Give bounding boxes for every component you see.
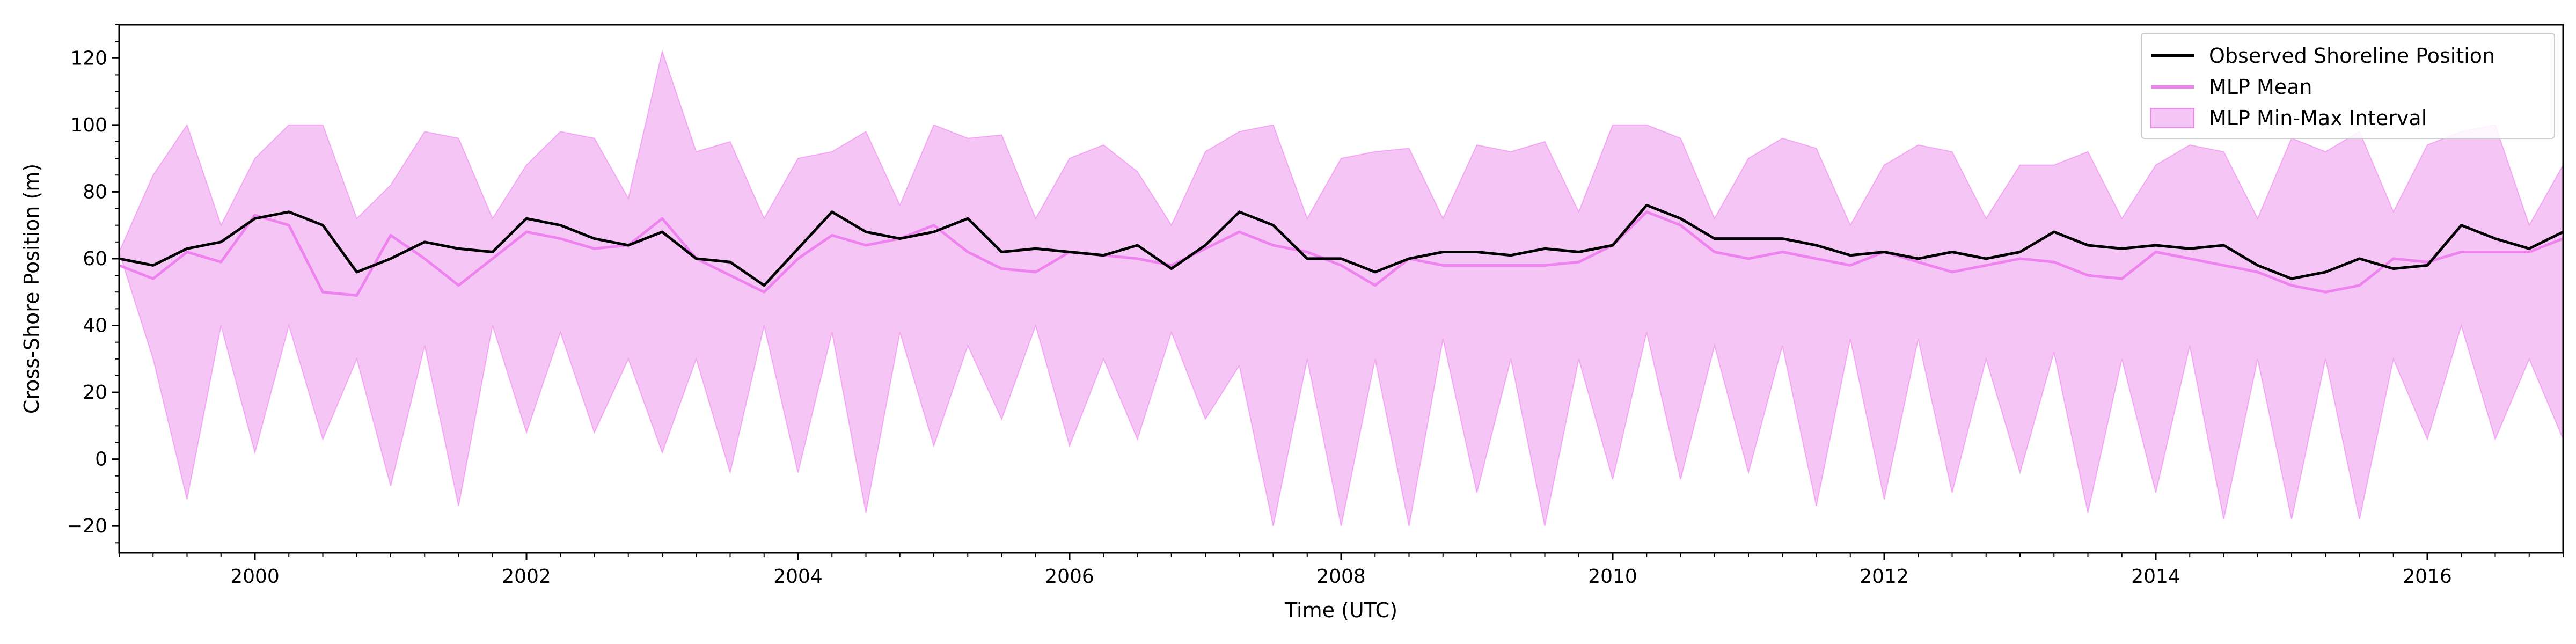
y-tick-label-120: 120 xyxy=(70,47,107,69)
legend-box xyxy=(2141,33,2555,139)
y-axis-label: Cross-Shore Position (m) xyxy=(20,164,43,414)
y-tick-label-100: 100 xyxy=(70,114,107,136)
x-axis-label: Time (UTC) xyxy=(1284,598,1397,622)
axes: 2000 2002 2004 2006 2008 2010 2012 2014 2016 −20 0… xyxy=(67,24,2564,588)
x-tick-label-2010: 2010 xyxy=(1588,566,1637,588)
x-tick-label-2008: 2008 xyxy=(1316,566,1366,588)
x-tick-label-2000: 2000 xyxy=(230,566,280,588)
y-tick-label--20: −20 xyxy=(67,515,107,537)
series-mlp-mean-line xyxy=(119,210,2564,297)
legend: Observed Shoreline Position MLP Mean MLP… xyxy=(2141,33,2555,139)
x-tick-label-2012: 2012 xyxy=(1860,566,1909,588)
x-tick-label-2004: 2004 xyxy=(773,566,823,588)
y-tick-label-0: 0 xyxy=(95,449,107,471)
series-observed-line xyxy=(119,203,2564,287)
y-tick-label-40: 40 xyxy=(83,315,107,337)
legend-label-interval: MLP Min-Max Interval xyxy=(2209,106,2427,130)
legend-label-observed: Observed Shoreline Position xyxy=(2209,44,2495,68)
legend-swatch-interval xyxy=(2150,108,2194,128)
x-tick-label-2006: 2006 xyxy=(1045,566,1094,588)
y-tick-label-20: 20 xyxy=(83,382,107,404)
x-tick-label-2014: 2014 xyxy=(2131,566,2180,588)
legend-label-mean: MLP Mean xyxy=(2209,75,2312,99)
y-tick-label-80: 80 xyxy=(83,181,107,203)
x-tick-label-2016: 2016 xyxy=(2403,566,2452,588)
x-tick-label-2002: 2002 xyxy=(502,566,551,588)
y-tick-label-60: 60 xyxy=(83,248,107,270)
